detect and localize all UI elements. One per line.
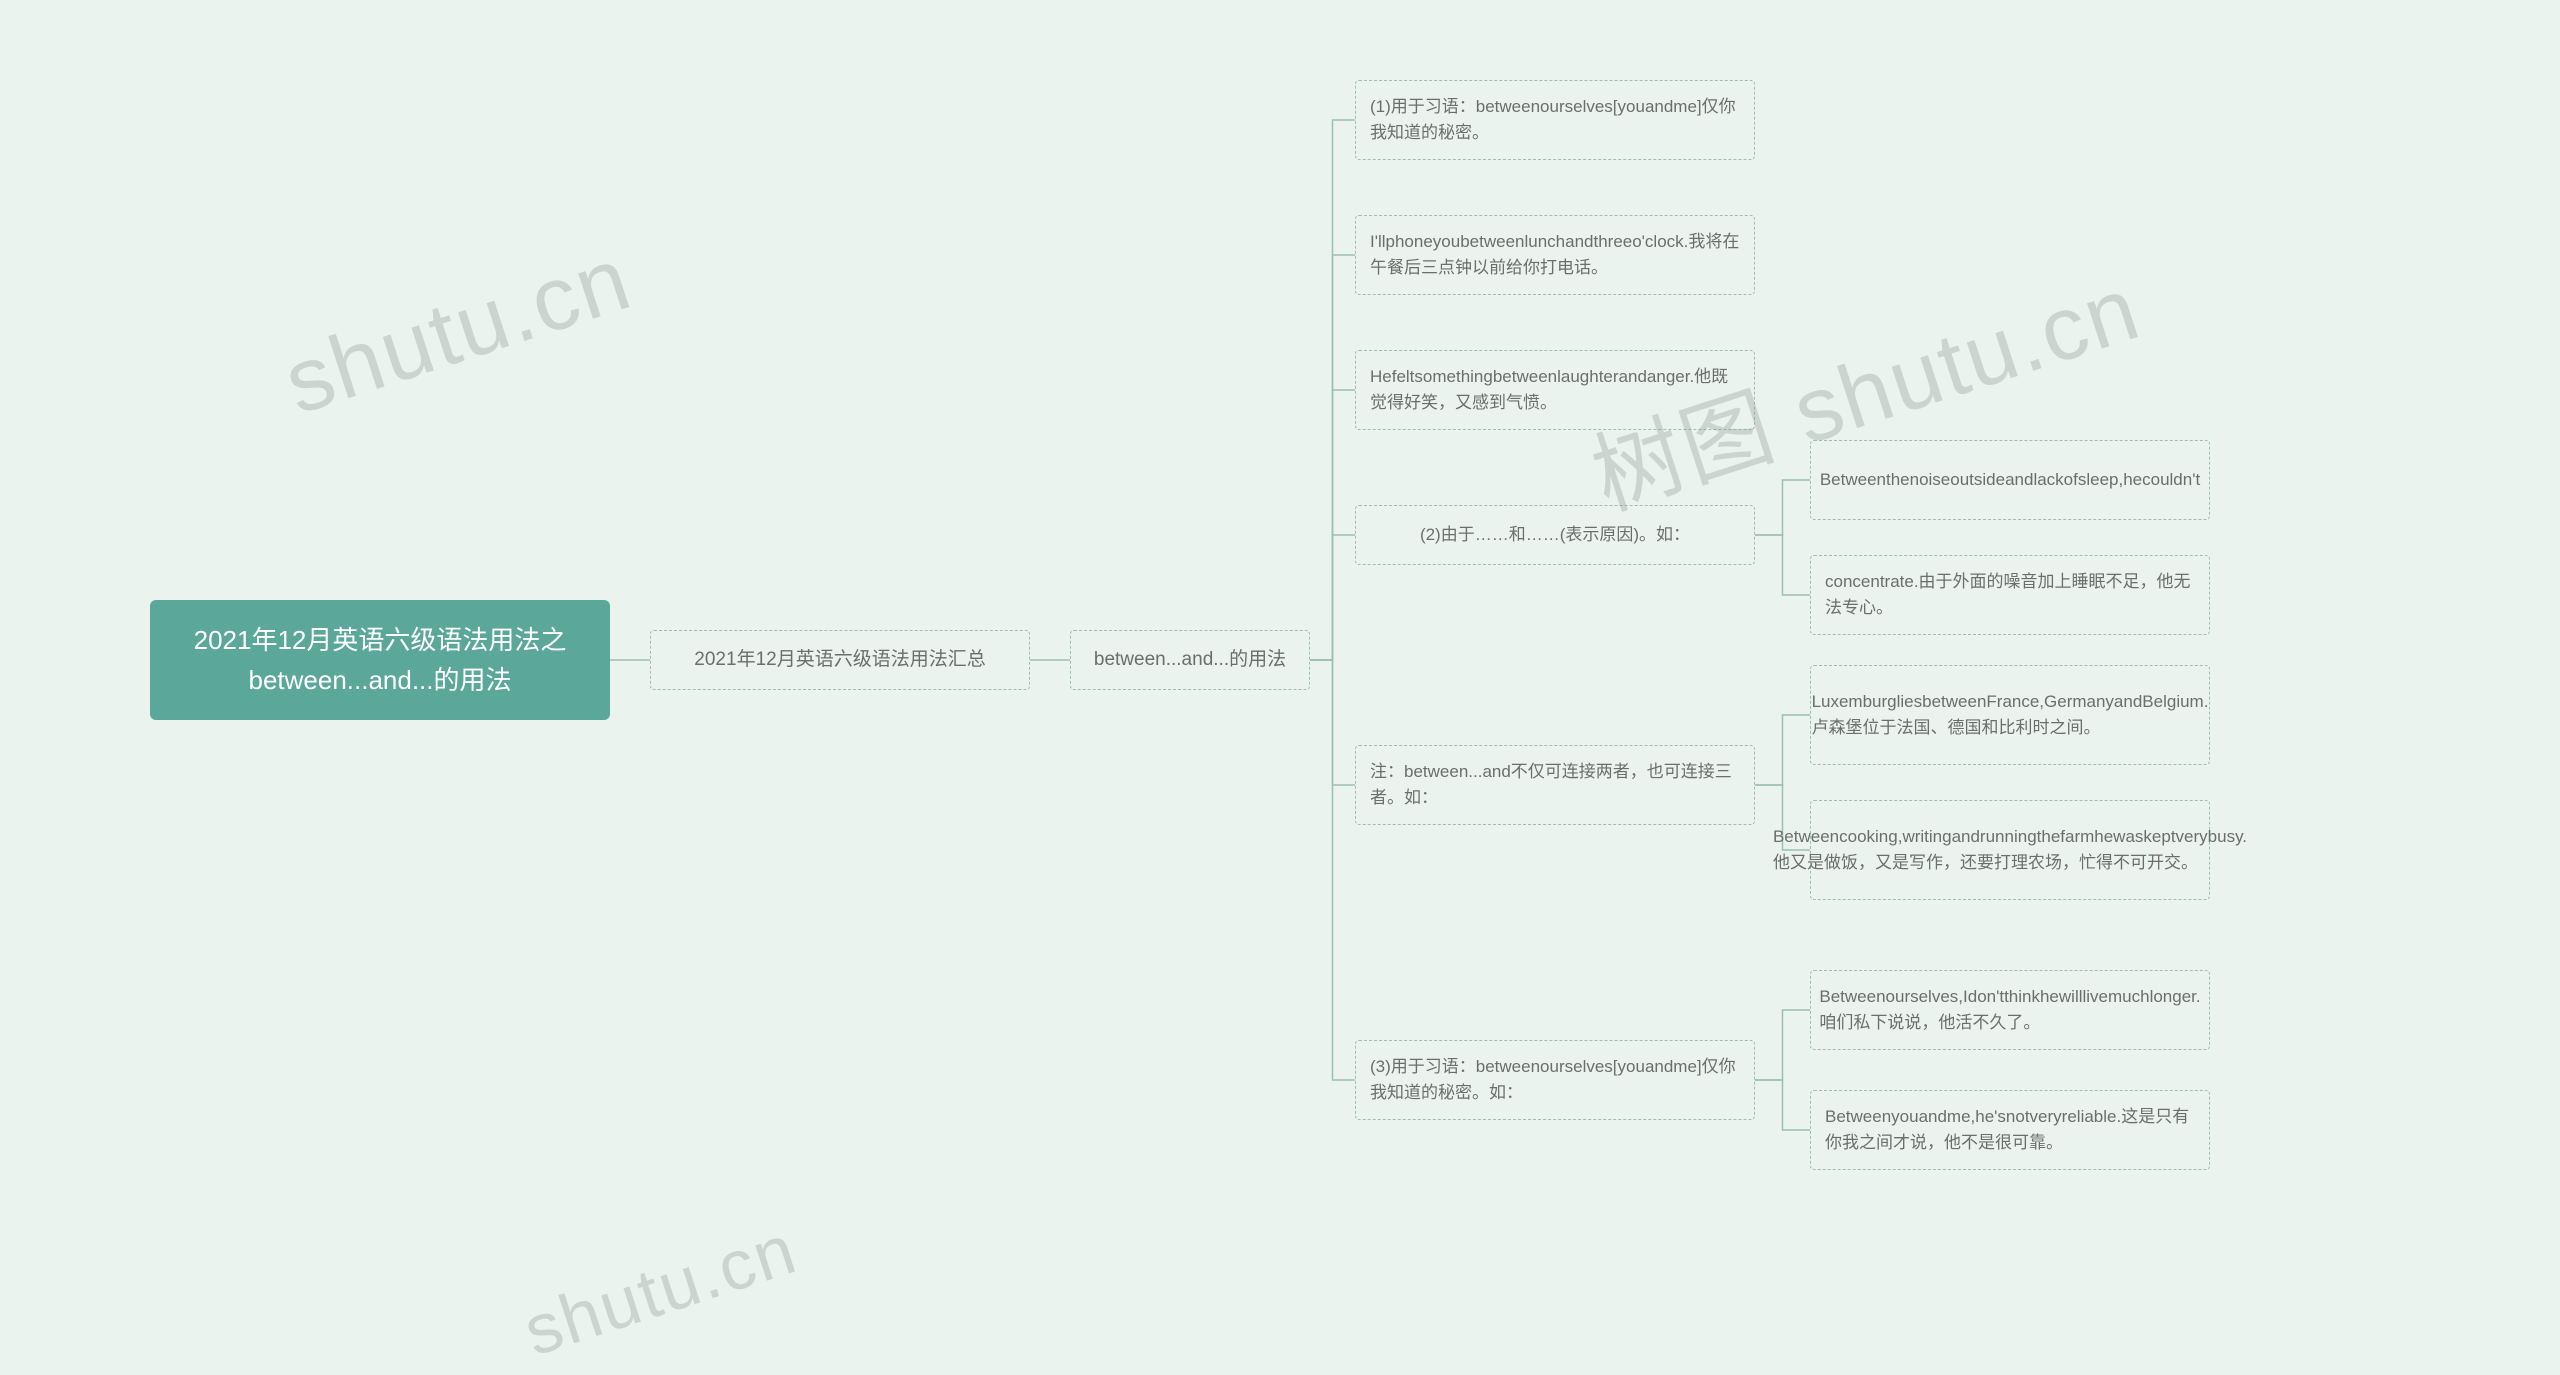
level4-label: Betweenthenoiseoutsideandlackofsleep,hec…: [1820, 467, 2200, 493]
level4-node: Betweencooking,writingandrunningthefarmh…: [1810, 800, 2210, 900]
level3-label: (2)由于……和……(表示原因)。如：: [1420, 522, 1690, 548]
level3-node: I'llphoneyoubetweenlunchandthreeo'clock.…: [1355, 215, 1755, 295]
level1-node: 2021年12月英语六级语法用法汇总: [650, 630, 1030, 690]
level2-label: between...and...的用法: [1094, 645, 1286, 674]
root-node: 2021年12月英语六级语法用法之between...and...的用法: [150, 600, 610, 720]
level4-node: Betweenthenoiseoutsideandlackofsleep,hec…: [1810, 440, 2210, 520]
level3-node: 注：between...and不仅可连接两者，也可连接三者。如：: [1355, 745, 1755, 825]
watermark-text: shutu.cn: [273, 228, 643, 433]
level3-label: (1)用于习语：betweenourselves[youandme]仅你我知道的…: [1370, 94, 1740, 147]
level4-node: LuxemburgliesbetweenFrance,GermanyandBel…: [1810, 665, 2210, 765]
level3-label: 注：between...and不仅可连接两者，也可连接三者。如：: [1370, 759, 1740, 812]
level3-label: I'llphoneyoubetweenlunchandthreeo'clock.…: [1370, 229, 1740, 282]
level1-label: 2021年12月英语六级语法用法汇总: [694, 645, 985, 674]
level2-node: between...and...的用法: [1070, 630, 1310, 690]
level3-node: (3)用于习语：betweenourselves[youandme]仅你我知道的…: [1355, 1040, 1755, 1120]
level3-label: Hefeltsomethingbetweenlaughterandanger.他…: [1370, 364, 1740, 417]
level4-label: LuxemburgliesbetweenFrance,GermanyandBel…: [1812, 689, 2209, 742]
level3-node: Hefeltsomethingbetweenlaughterandanger.他…: [1355, 350, 1755, 430]
watermark: shutu.cn: [515, 1209, 807, 1372]
root-label: 2021年12月英语六级语法用法之between...and...的用法: [164, 620, 596, 701]
level4-label: Betweencooking,writingandrunningthefarmh…: [1773, 824, 2247, 877]
watermark-text: shutu.cn: [515, 1210, 806, 1371]
level3-node: (2)由于……和……(表示原因)。如：: [1355, 505, 1755, 565]
level3-node: (1)用于习语：betweenourselves[youandme]仅你我知道的…: [1355, 80, 1755, 160]
level4-label: Betweenourselves,Idon'tthinkhewilllivemu…: [1819, 984, 2200, 1037]
level4-node: concentrate.由于外面的噪音加上睡眠不足，他无法专心。: [1810, 555, 2210, 635]
level4-label: Betweenyouandme,he'snotveryreliable.这是只有…: [1825, 1104, 2195, 1157]
level4-node: Betweenourselves,Idon'tthinkhewilllivemu…: [1810, 970, 2210, 1050]
level3-label: (3)用于习语：betweenourselves[youandme]仅你我知道的…: [1370, 1054, 1740, 1107]
level4-node: Betweenyouandme,he'snotveryreliable.这是只有…: [1810, 1090, 2210, 1170]
level4-label: concentrate.由于外面的噪音加上睡眠不足，他无法专心。: [1825, 569, 2195, 622]
watermark: shutu.cn: [273, 227, 644, 435]
